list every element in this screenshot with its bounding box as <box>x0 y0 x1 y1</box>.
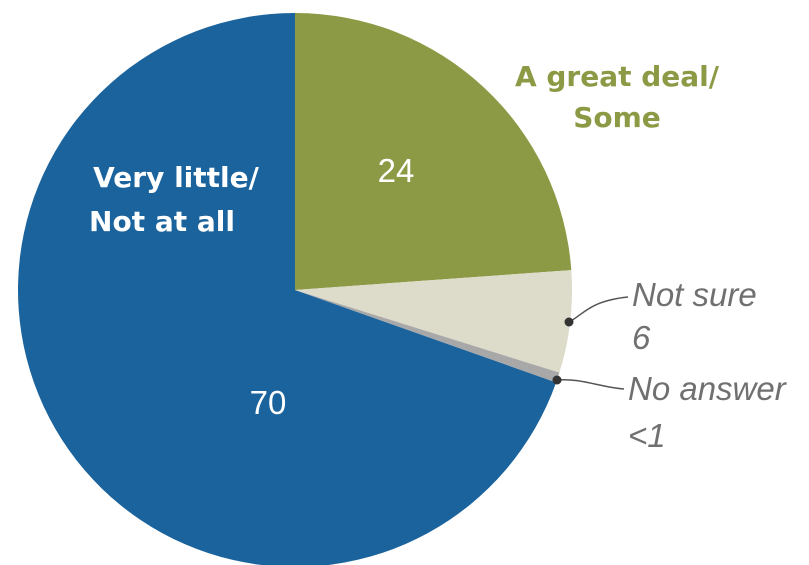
pie-slice-not-sure <box>295 270 573 373</box>
label-not-sure-line2: 6 <box>632 319 651 356</box>
slice-value-great-deal: 24 <box>378 152 415 189</box>
pie-slice-very-little <box>18 13 557 565</box>
label-very-little-line1: Very little/ <box>93 161 259 194</box>
label-not-sure-line1: Not sure <box>632 276 757 313</box>
label-very-little-line2: Not at all <box>89 205 235 238</box>
leader-dot-no-answer <box>552 375 562 385</box>
pie-slices <box>18 13 573 565</box>
label-great-deal-line1: A great deal/ <box>515 60 720 93</box>
label-no-answer-line1: No answer <box>628 370 788 407</box>
slice-value-very-little: 70 <box>250 384 287 421</box>
leader-dot-not-sure <box>564 317 574 327</box>
leader-line-no-answer <box>556 378 625 390</box>
pie-slice-great-deal <box>295 13 572 290</box>
label-no-answer-line2: <1 <box>628 417 666 454</box>
label-great-deal-line2: Some <box>573 101 661 134</box>
pie-slice-no-answer <box>295 290 560 383</box>
leader-line-not-sure <box>568 296 629 323</box>
